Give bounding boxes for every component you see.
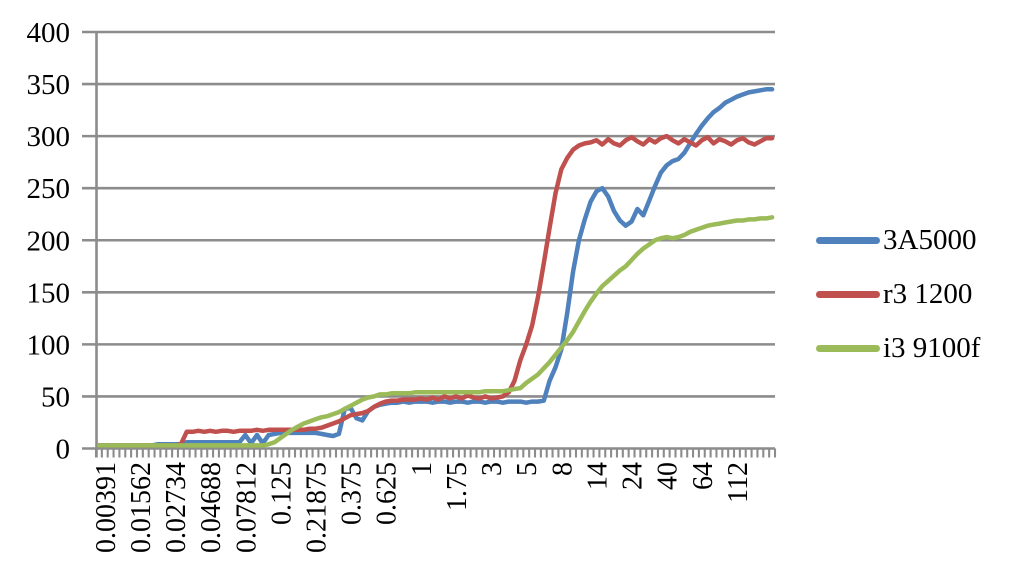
x-axis-label: 3 bbox=[477, 462, 508, 476]
legend-line-swatch-i3-9100f bbox=[816, 344, 880, 352]
y-axis-label: 0 bbox=[56, 434, 71, 466]
series-line-i3-9100f bbox=[96, 215, 775, 448]
y-axis-label: 50 bbox=[41, 381, 70, 413]
y-axis-label: 350 bbox=[27, 69, 71, 101]
legend-item-r3-1200: r3 1200 bbox=[816, 279, 980, 309]
legend: 3A5000 r3 1200 i3 9100f bbox=[816, 225, 980, 363]
y-axis-label: 300 bbox=[27, 121, 71, 153]
x-axis-label: 0.375 bbox=[337, 462, 368, 525]
x-axis-label: 64 bbox=[688, 462, 719, 490]
legend-item-i3-9100f: i3 9100f bbox=[816, 333, 980, 363]
legend-label-3a5000: 3A5000 bbox=[883, 224, 977, 256]
series-line-3a5000 bbox=[96, 87, 775, 448]
x-axis-label: 8 bbox=[547, 462, 578, 476]
legend-line-swatch-3a5000 bbox=[816, 236, 880, 244]
y-axis-label: 150 bbox=[27, 277, 71, 309]
x-axis-label: 0.07812 bbox=[231, 462, 262, 553]
x-axis-label: 0.21875 bbox=[302, 462, 333, 553]
x-axis-label: 40 bbox=[653, 462, 684, 490]
x-axis-label: 112 bbox=[723, 462, 754, 503]
x-axis-label: 1 bbox=[407, 462, 438, 476]
y-axis-label: 100 bbox=[27, 329, 71, 361]
x-axis-label: 1.75 bbox=[442, 462, 473, 511]
x-axis-label: 0.00391 bbox=[91, 462, 122, 553]
legend-label-r3-1200: r3 1200 bbox=[883, 278, 973, 310]
y-axis-label: 200 bbox=[27, 225, 71, 257]
series-line-r3-1200 bbox=[96, 133, 775, 448]
legend-item-3a5000: 3A5000 bbox=[816, 225, 980, 255]
x-axis-label: 0.625 bbox=[372, 462, 403, 525]
x-axis-label: 0.02734 bbox=[161, 462, 192, 553]
y-axis-label: 250 bbox=[27, 173, 71, 205]
x-axis-label: 24 bbox=[618, 462, 649, 490]
y-axis-label: 400 bbox=[27, 17, 71, 49]
x-axis-label: 0.04688 bbox=[196, 462, 227, 553]
x-axis-label: 14 bbox=[582, 462, 613, 490]
x-axis-label: 5 bbox=[512, 462, 543, 476]
legend-line-swatch-r3-1200 bbox=[816, 290, 880, 298]
x-axis-label: 0.01562 bbox=[126, 462, 157, 553]
legend-label-i3-9100f: i3 9100f bbox=[883, 332, 981, 364]
x-axis-label: 0.125 bbox=[266, 462, 297, 525]
